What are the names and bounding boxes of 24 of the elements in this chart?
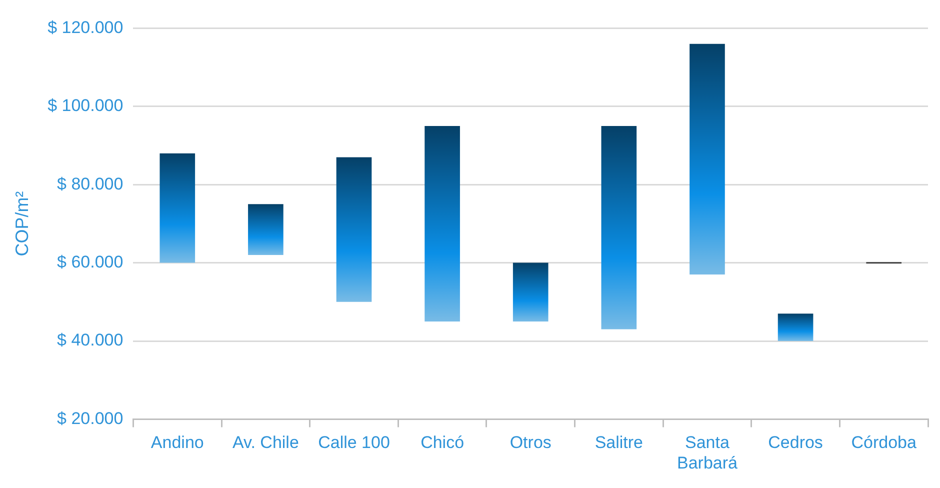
x-tick-label: Av. Chile — [232, 433, 299, 452]
bar — [778, 314, 814, 341]
bar — [336, 157, 372, 302]
bar — [601, 126, 637, 330]
y-tick-label: $ 120.000 — [48, 18, 124, 37]
x-tick-label: Calle 100 — [318, 433, 390, 452]
y-tick-label: $ 80.000 — [57, 174, 124, 194]
x-tick-label: Andino — [150, 433, 204, 452]
x-tick-label: Salitre — [594, 433, 644, 452]
bar — [690, 44, 725, 275]
x-tick-label: Otros — [510, 433, 552, 452]
y-tick-label: $ 20.000 — [57, 408, 124, 428]
bar — [512, 262, 548, 322]
y-tick-label: $ 40.000 — [57, 330, 124, 350]
y-tick-label: $ 60.000 — [57, 252, 124, 272]
bar — [248, 204, 284, 255]
x-tick-label: Santa Barbará — [676, 433, 738, 472]
x-tick-label: Chicó — [420, 433, 464, 452]
y-tick-label: $ 100.000 — [48, 96, 124, 116]
bar — [424, 126, 460, 322]
x-tick-label: Córdoba — [851, 433, 917, 452]
bar — [160, 153, 196, 263]
y-axis-title: COP/m² — [12, 191, 32, 256]
x-tick-label: Cedros — [768, 433, 823, 452]
